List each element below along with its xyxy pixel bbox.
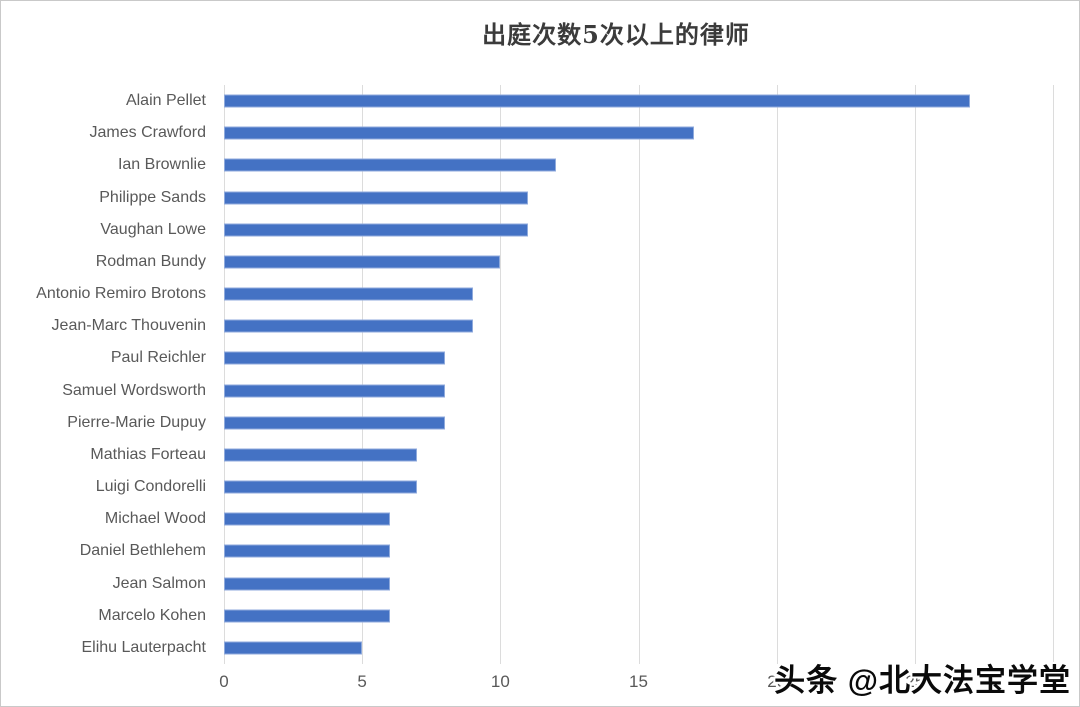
x-tick-label: 10: [490, 672, 510, 691]
gridline: [638, 85, 640, 664]
category-label: Luigi Condorelli: [95, 478, 206, 496]
bar: [224, 287, 473, 301]
chart-row: Philippe Sands: [99, 182, 1053, 214]
chart-row: Marcelo Kohen: [98, 600, 1053, 632]
category-label: Rodman Bundy: [95, 252, 206, 270]
x-tick-label: 30: [1043, 672, 1063, 691]
category-label: Jean-Marc Thouvenin: [51, 317, 206, 335]
category-label: Mathias Forteau: [90, 445, 206, 463]
plot-area: Alain Pellet James Crawford Ian Brownlie Ph…: [36, 85, 1054, 664]
bar: [224, 416, 446, 430]
category-label: Paul Reichler: [110, 349, 206, 367]
bar: [224, 255, 501, 269]
gridline: [1053, 85, 1054, 664]
chart-row: Samuel Wordsworth: [62, 375, 1053, 407]
chart-row: Pierre-Marie Dupuy: [67, 407, 1053, 439]
category-label: Ian Brownlie: [117, 156, 206, 174]
category-label: Pierre-Marie Dupuy: [67, 413, 206, 431]
bar: [224, 351, 446, 365]
bar: [224, 544, 390, 558]
chart-row: Mathias Forteau: [90, 439, 1053, 471]
category-label: Antonio Remiro Brotons: [36, 285, 206, 303]
chart-row: Luigi Condorelli: [96, 471, 1053, 503]
category-label: Alain Pellet: [125, 92, 206, 110]
bar: [224, 609, 390, 623]
x-axis: 0 5 10 15 20 25 30: [219, 672, 1062, 694]
chart-title: 出庭次数5次以上的律师: [482, 20, 750, 49]
chart-row: James Crawford: [90, 117, 1053, 149]
bar: [224, 126, 694, 140]
bar: [224, 191, 528, 205]
category-label: Marcelo Kohen: [98, 606, 206, 624]
chart-row: Ian Brownlie: [118, 149, 1053, 181]
bar: [224, 480, 418, 494]
bar: [224, 94, 971, 108]
gridline: [914, 85, 916, 664]
x-tick-label: 20: [767, 672, 787, 691]
chart-row: Jean Salmon: [113, 568, 1053, 600]
x-tick-label: 25: [905, 672, 925, 691]
bar: [224, 158, 556, 172]
gridline: [224, 85, 225, 664]
category-label: Michael Wood: [104, 510, 206, 528]
category-label: Philippe Sands: [99, 188, 206, 206]
bar: [224, 641, 363, 655]
x-tick-label: 15: [629, 672, 648, 691]
gridline: [776, 85, 778, 664]
bar: [224, 577, 390, 591]
bar: [224, 223, 528, 237]
chart-row: Jean-Marc Thouvenin: [52, 310, 1053, 342]
bar: [224, 319, 473, 333]
bar: [224, 384, 446, 398]
category-label: Samuel Wordsworth: [62, 381, 206, 399]
chart-row: Antonio Remiro Brotons: [36, 278, 1053, 310]
gridline: [500, 85, 502, 664]
category-label: Daniel Bethlehem: [79, 542, 206, 560]
x-tick-label: 0: [219, 672, 229, 691]
category-label: Elihu Lauterpacht: [81, 639, 206, 656]
chart-row: Elihu Lauterpacht: [81, 632, 1053, 664]
x-tick-label: 5: [357, 672, 367, 691]
chart-row: Vaughan Lowe: [100, 214, 1053, 246]
chart-row: Paul Reichler: [111, 342, 1053, 374]
gridline: [362, 85, 364, 664]
chart-row: Rodman Bundy: [96, 246, 1053, 278]
bar: [224, 448, 418, 462]
bar-rows: Alain Pellet James Crawford Ian Brownlie Ph…: [36, 85, 1053, 664]
bar: [224, 512, 390, 526]
watermark: 头条 @北大法宝学堂: [774, 663, 1071, 698]
category-label: James Crawford: [89, 124, 206, 142]
chart-row: Alain Pellet: [126, 85, 1053, 117]
category-label: Vaughan Lowe: [100, 220, 206, 238]
category-label: Jean Salmon: [112, 574, 206, 592]
chart-row: Daniel Bethlehem: [80, 535, 1053, 567]
chart-row: Michael Wood: [105, 503, 1053, 535]
